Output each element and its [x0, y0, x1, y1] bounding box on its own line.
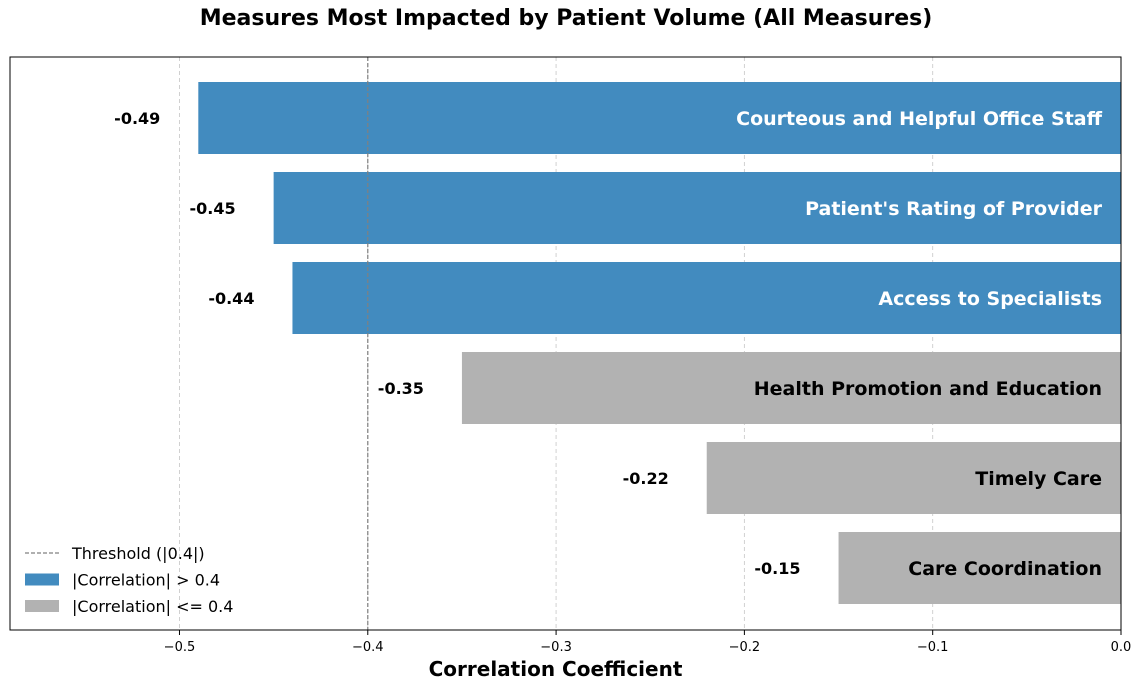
- value-label: -0.35: [378, 379, 424, 398]
- bar: [838, 532, 1121, 604]
- bar: [461, 352, 1121, 424]
- value-label: -0.15: [754, 559, 800, 578]
- bar: [273, 172, 1122, 244]
- x-tick-label: −0.2: [729, 640, 761, 655]
- category-label: Timely Care: [975, 468, 1102, 490]
- bar: [292, 262, 1121, 334]
- legend-label: |Correlation| > 0.4: [72, 571, 220, 590]
- bar-layer: [198, 82, 1122, 604]
- value-label: -0.45: [190, 199, 236, 218]
- bar: [706, 442, 1121, 514]
- bar: [198, 82, 1122, 154]
- category-label: Care Coordination: [908, 558, 1102, 580]
- category-label: Patient's Rating of Provider: [805, 198, 1103, 220]
- value-label: -0.49: [114, 109, 160, 128]
- label-layer: Courteous and Helpful Office Staff -0.49 P…: [114, 108, 1102, 580]
- x-tick-label: 0.0: [1111, 640, 1132, 655]
- category-label: Access to Specialists: [878, 288, 1102, 310]
- legend: Threshold (|0.4|) |Correlation| > 0.4 |Cor…: [25, 544, 233, 616]
- x-axis-label: Correlation Coefficient: [429, 657, 683, 681]
- x-tick-label: −0.4: [352, 640, 384, 655]
- legend-label: Threshold (|0.4|): [71, 544, 205, 563]
- tick-layer: −0.5 −0.4 −0.3 −0.2 −0.1 0.0: [164, 630, 1132, 655]
- value-label: -0.44: [208, 289, 254, 308]
- value-label: -0.22: [623, 469, 669, 488]
- legend-swatch: [25, 573, 59, 586]
- legend-swatch: [25, 600, 59, 612]
- x-tick-label: −0.3: [540, 640, 572, 655]
- category-label: Health Promotion and Education: [754, 378, 1102, 400]
- chart-title: Measures Most Impacted by Patient Volume…: [199, 6, 933, 31]
- x-tick-label: −0.5: [164, 640, 196, 655]
- category-label: Courteous and Helpful Office Staff: [736, 108, 1102, 130]
- x-tick-label: −0.1: [917, 640, 949, 655]
- plot-frame: [9, 56, 1122, 631]
- legend-label: |Correlation| <= 0.4: [72, 597, 233, 616]
